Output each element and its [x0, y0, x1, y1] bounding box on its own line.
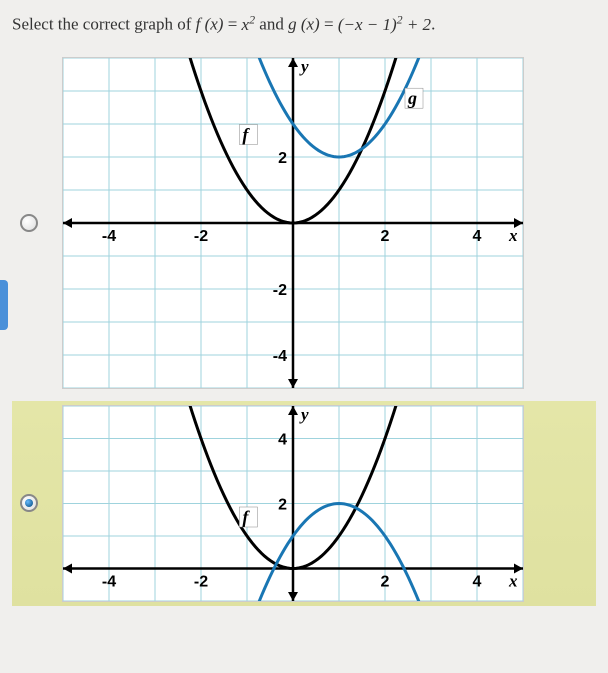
q-and: and: [255, 15, 288, 34]
svg-text:4: 4: [473, 228, 482, 245]
radio-button[interactable]: [20, 494, 38, 512]
svg-text:4: 4: [278, 431, 287, 448]
svg-text:2: 2: [381, 573, 390, 590]
svg-text:-4: -4: [102, 573, 116, 590]
svg-text:2: 2: [278, 150, 287, 167]
svg-text:2: 2: [381, 228, 390, 245]
svg-text:y: y: [299, 58, 309, 76]
q-f-lhs: f (x): [196, 15, 224, 34]
svg-text:-4: -4: [273, 348, 287, 365]
side-tab[interactable]: [0, 280, 8, 330]
radio-button[interactable]: [20, 214, 38, 232]
svg-text:y: y: [299, 406, 309, 424]
svg-text:-2: -2: [194, 573, 208, 590]
option-row[interactable]: f-4-22424xy: [12, 401, 596, 606]
svg-text:g: g: [407, 88, 417, 108]
question-text: Select the correct graph of f (x) = x2 a…: [12, 12, 596, 35]
option-row[interactable]: fg-4-224-4-22xy: [12, 53, 596, 393]
svg-text:-2: -2: [273, 282, 287, 299]
q-suffix: .: [431, 15, 435, 34]
q-f-rhs: x2: [242, 15, 256, 34]
svg-text:-4: -4: [102, 228, 116, 245]
graph-option: f-4-22424xy: [62, 405, 524, 602]
svg-text:2: 2: [278, 496, 287, 513]
q-g-lhs: g (x): [288, 15, 320, 34]
q-g-rhs: (−x − 1)2 + 2: [338, 15, 431, 34]
q-prefix: Select the correct graph of: [12, 15, 196, 34]
graph-option: fg-4-224-4-22xy: [62, 57, 524, 389]
svg-text:-2: -2: [194, 228, 208, 245]
svg-text:x: x: [508, 226, 518, 245]
svg-text:x: x: [508, 571, 518, 590]
svg-text:4: 4: [473, 573, 482, 590]
